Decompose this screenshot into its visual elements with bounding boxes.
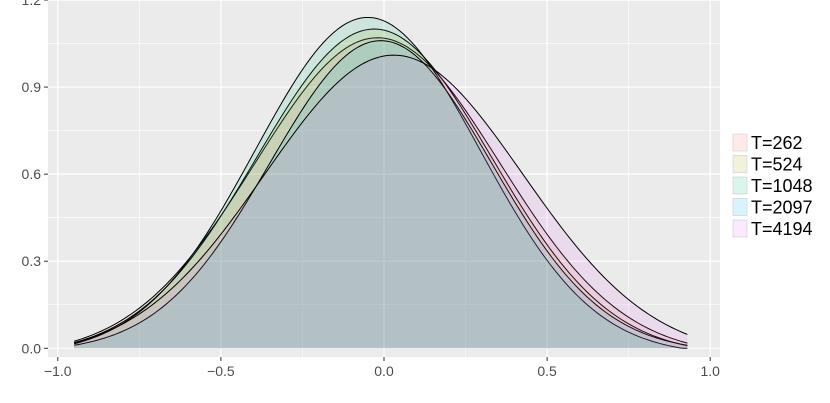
density-outline-t-4194 (73, 54, 688, 344)
density-area-t-4194 (74, 55, 688, 349)
legend-label: T=2097 (751, 198, 813, 218)
legend-label: T=262 (751, 133, 803, 153)
y-tick-label: 0.6 (22, 166, 42, 182)
x-tick-label: −0.5 (207, 363, 235, 379)
legend-label: T=4194 (751, 219, 813, 239)
density-outline-t-2097 (74, 40, 688, 346)
legend-key-t-262 (732, 133, 748, 152)
density-outline-t-1048 (73, 16, 688, 349)
y-tick-label: 0.3 (22, 253, 42, 269)
y-tick-label: 1.2 (22, 0, 42, 8)
density-outline-t-262 (73, 37, 688, 344)
density-area-t-524 (74, 29, 688, 349)
grid-lines (48, 0, 720, 357)
x-tick-label: 0.0 (374, 363, 394, 379)
density-area-t-262 (74, 37, 688, 349)
density-areas (73, 16, 688, 349)
y-tick-label: 0.9 (22, 79, 42, 95)
x-tick-label: 0.5 (537, 363, 557, 379)
density-area-t-2097 (74, 40, 688, 349)
density-area-t-1048 (74, 17, 688, 349)
x-tick-label: −1.0 (44, 363, 72, 379)
legend-key-t-2097 (732, 198, 748, 216)
legend-label: T=1048 (751, 176, 813, 196)
axes: −1.0 −0.5 0.0 0.5 1.0 0.0 0.3 0.6 0.9 1.2 (22, 0, 720, 379)
legend-key-t-524 (732, 155, 748, 173)
legend-key-t-1048 (732, 176, 748, 195)
x-tick-label: 1.0 (700, 363, 720, 379)
y-tick-label: 0.0 (22, 340, 42, 356)
legend-label: T=524 (751, 155, 803, 175)
legend-key-t-4194 (732, 219, 748, 238)
